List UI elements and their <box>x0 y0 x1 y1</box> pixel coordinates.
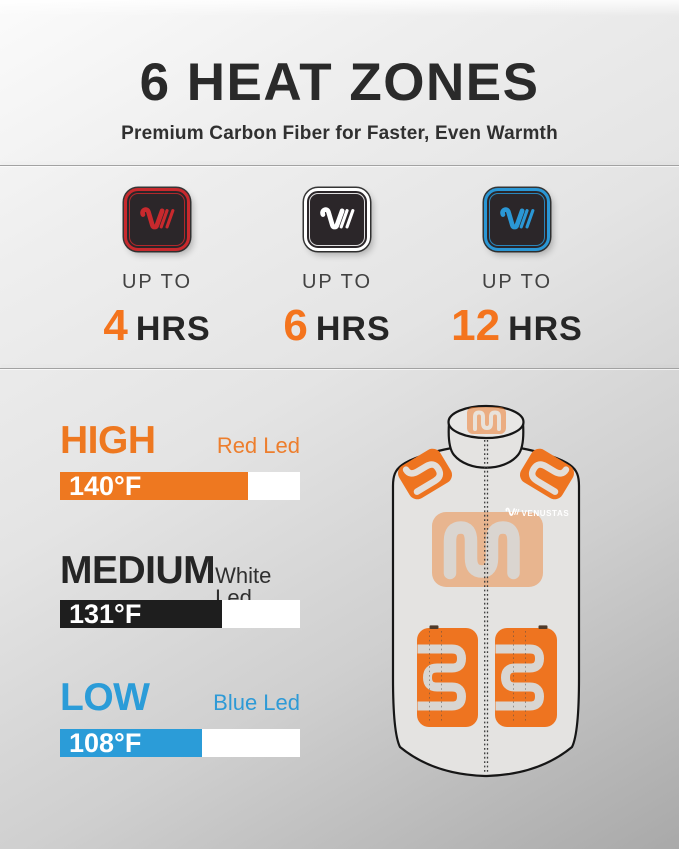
led-indicator-label: Red Led <box>216 433 300 458</box>
led-indicator-label: Blue Led <box>213 690 300 715</box>
duration-value: 12 HRS <box>437 304 597 348</box>
right-pocket-heat-pad <box>495 628 557 727</box>
heat-level-low: LOW Blue Led <box>60 678 300 717</box>
page-subtitle: Premium Carbon Fiber for Faster, Even Wa… <box>121 123 558 144</box>
up-to-label: UP TO <box>481 271 553 293</box>
venustas-logo-icon <box>320 207 355 230</box>
right-pocket-tab <box>538 625 548 629</box>
duration-hours: 4 <box>103 301 128 350</box>
up-to-label: UP TO <box>301 271 373 293</box>
right-shoulder-heat-pad <box>519 448 575 500</box>
heated-vest-illustration: VENUSTAS <box>391 404 581 778</box>
temp-bar-medium: 131°F <box>60 600 300 628</box>
temp-bar-fill: 140°F <box>60 471 249 501</box>
temp-bar-fill: 131°F <box>60 600 222 628</box>
duration-hours: 6 <box>283 301 308 350</box>
left-shoulder-heat-pad <box>397 448 453 500</box>
page-title: 6 HEAT ZONES <box>139 53 540 112</box>
brand-badge-blue-icon <box>484 188 550 251</box>
temp-value: 108°F <box>69 728 142 758</box>
duration-unit: HRS <box>315 310 391 348</box>
heat-level-high: HIGH Red Led <box>60 421 300 460</box>
section-divider-bottom <box>0 368 679 369</box>
heat-level-name: HIGH <box>60 419 156 462</box>
vest-brand-logo: VENUSTAS <box>505 507 570 518</box>
temp-bar-high: 140°F <box>60 472 300 500</box>
up-to-label: UP TO <box>121 271 193 293</box>
section-divider-top <box>0 165 679 166</box>
brand-badge-red-icon <box>124 188 190 251</box>
battery-column-12hrs: UP TO 12 HRS <box>437 188 597 348</box>
left-pocket-heat-pad <box>417 628 478 727</box>
zipper-line <box>484 440 489 773</box>
battery-column-4hrs: UP TO 4 HRS <box>77 188 237 348</box>
back-heat-pad <box>432 512 543 587</box>
top-highlight <box>0 0 679 16</box>
temp-value: 131°F <box>69 599 142 629</box>
duration-unit: HRS <box>135 310 211 348</box>
header-section: 6 HEAT ZONES Premium Carbon Fiber for Fa… <box>0 56 679 145</box>
venustas-logo-icon <box>500 207 535 230</box>
heat-level-name: MEDIUM <box>60 549 216 592</box>
collar-heat-pad <box>467 407 506 434</box>
duration-unit: HRS <box>508 310 583 348</box>
temp-bar-fill: 108°F <box>60 729 202 757</box>
left-pocket-tab <box>429 625 439 629</box>
venustas-logo-icon <box>140 207 175 230</box>
vest-brand-text: VENUSTAS <box>522 509 570 518</box>
temp-value: 140°F <box>69 471 142 501</box>
heat-level-name: LOW <box>60 676 150 719</box>
temp-bar-low: 108°F <box>60 729 300 757</box>
duration-value: 4 HRS <box>77 304 237 348</box>
battery-column-6hrs: UP TO 6 HRS <box>257 188 417 348</box>
duration-hours: 12 <box>451 301 501 350</box>
duration-value: 6 HRS <box>257 304 417 348</box>
brand-badge-white-icon <box>304 188 370 251</box>
